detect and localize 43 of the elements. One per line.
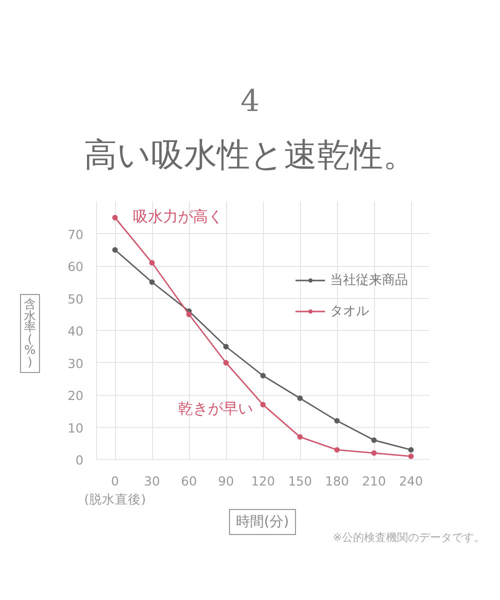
point (334, 447, 340, 453)
x-tick-label: 150 (288, 474, 312, 488)
chart-subtitle: 4 (239, 83, 261, 120)
x-tick-label: 120 (251, 474, 275, 488)
y-tick-label: 20 (68, 388, 84, 403)
x-tick-label: 30 (144, 474, 160, 488)
point (112, 247, 118, 253)
chart-title: 高い吸水性と速乾性。 (83, 134, 417, 176)
x-tick-label: 180 (325, 474, 349, 488)
point (297, 434, 303, 440)
point (297, 395, 303, 401)
annotation: 吸水力が高く (133, 208, 223, 226)
point (408, 447, 414, 453)
legend-label: タオル (330, 303, 369, 320)
point (260, 372, 266, 378)
x-axis-title: 時間(分) (229, 509, 296, 535)
point (223, 360, 229, 366)
y-axis-title: 含水率(%) (23, 297, 37, 368)
point (186, 312, 192, 318)
point (112, 214, 118, 220)
point (334, 418, 340, 424)
annotation: 乾きが早い (178, 400, 253, 418)
y-tick-label: 0 (76, 452, 84, 468)
y-tick-label: 10 (68, 420, 84, 436)
x-tick-label: 90 (218, 474, 234, 488)
x-tick-label: 0 (脱水直後) (84, 474, 146, 506)
y-tick-label: 50 (68, 291, 84, 306)
y-tick-label: 30 (68, 356, 84, 371)
point (149, 260, 155, 266)
text: ※公的検査機関のデータです。 (332, 530, 485, 546)
point (260, 402, 266, 408)
x-tick-label: 60 (181, 474, 197, 488)
point (223, 344, 229, 350)
y-tick-label: 70 (68, 226, 84, 242)
legend-label: 当社従来商品 (330, 272, 408, 289)
x-tick-label: 240 (399, 474, 423, 488)
point (371, 437, 377, 443)
point (149, 279, 155, 285)
y-tick-label: 60 (68, 259, 84, 274)
point (371, 450, 377, 456)
x-tick-label: 210 (362, 474, 386, 488)
y-tick-label: 40 (68, 324, 84, 338)
point (408, 454, 414, 460)
